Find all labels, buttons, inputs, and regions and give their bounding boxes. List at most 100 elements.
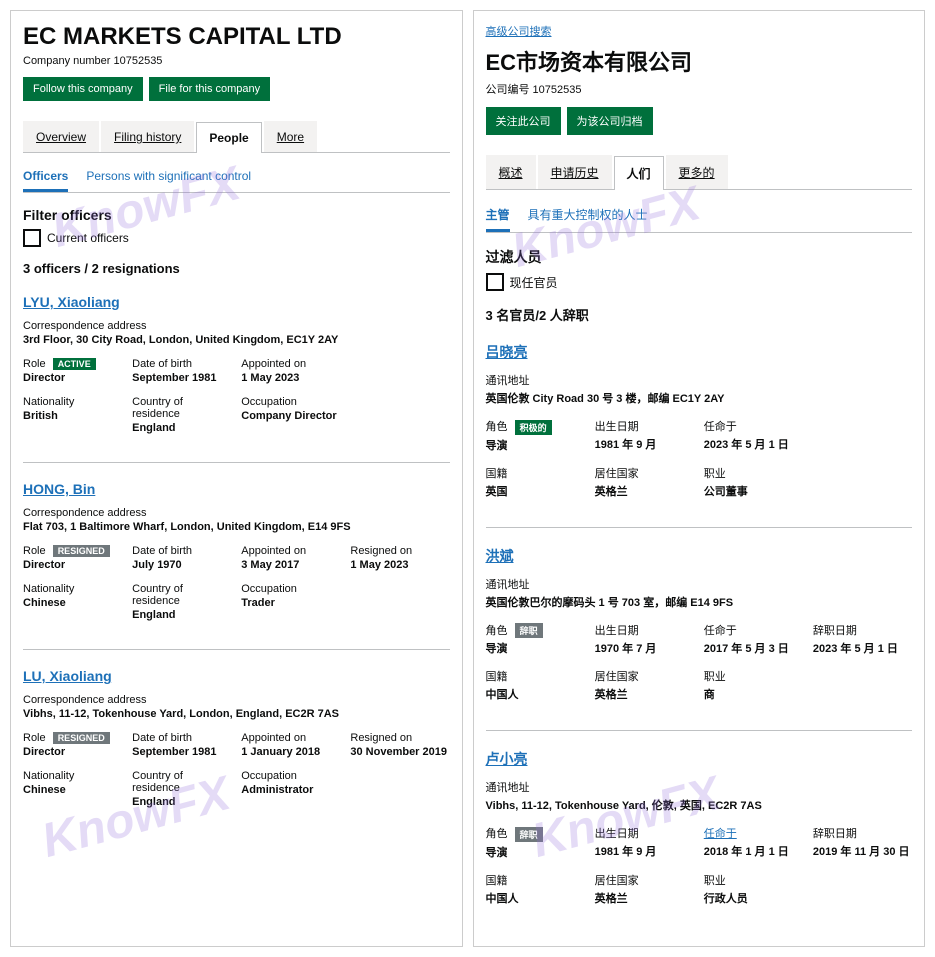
residence-value: 英格兰 xyxy=(595,483,694,499)
occupation-label: Occupation xyxy=(241,396,340,408)
resigned-label: 辞职日期 xyxy=(813,622,912,638)
nationality-label: Nationality xyxy=(23,583,122,595)
correspondence-label: 通讯地址 xyxy=(486,779,913,795)
filter-heading: Filter officers xyxy=(23,207,450,223)
officers-list-right: 吕晓亮 通讯地址 英国伦敦 City Road 30 号 3 楼，邮编 EC1Y… xyxy=(486,342,913,906)
role-value: Director xyxy=(23,372,122,384)
follow-button[interactable]: Follow this company xyxy=(23,77,143,101)
main-tabs: Overview Filing history People More xyxy=(23,121,450,153)
occupation-label: 职业 xyxy=(704,872,803,888)
subtab-psc[interactable]: Persons with significant control xyxy=(86,163,251,192)
details-row-1: 角色 辞职 导演 出生日期 1981 年 9 月 任命于 2018 年 1 月 … xyxy=(486,825,913,860)
tab-more[interactable]: 更多的 xyxy=(666,155,728,189)
officer-block: HONG, Bin Correspondence address Flat 70… xyxy=(23,481,450,621)
role-label: Role ACTIVE xyxy=(23,358,122,370)
role-value: Director xyxy=(23,559,122,571)
subtab-officers[interactable]: 主管 xyxy=(486,200,510,232)
company-title: EC市场资本有限公司 xyxy=(486,45,913,77)
status-badge: RESIGNED xyxy=(53,545,110,557)
appointed-label[interactable]: 任命于 xyxy=(704,825,803,841)
dob-value: September 1981 xyxy=(132,372,231,384)
resigned-label: Resigned on xyxy=(350,545,449,557)
main-container: EC MARKETS CAPITAL LTD Company number 10… xyxy=(0,0,935,957)
file-button[interactable]: 为该公司归档 xyxy=(567,107,653,135)
correspondence-address: Flat 703, 1 Baltimore Wharf, London, Uni… xyxy=(23,521,450,533)
current-officers-checkbox[interactable] xyxy=(486,273,504,291)
file-button[interactable]: File for this company xyxy=(149,77,270,101)
appointed-value: 2023 年 5 月 1 日 xyxy=(704,436,803,452)
dob-label: 出生日期 xyxy=(595,418,694,434)
officer-block: 吕晓亮 通讯地址 英国伦敦 City Road 30 号 3 楼，邮编 EC1Y… xyxy=(486,342,913,499)
current-officers-label: 现任官员 xyxy=(510,274,558,291)
officer-name-link[interactable]: HONG, Bin xyxy=(23,481,95,497)
correspondence-address: Vibhs, 11-12, Tokenhouse Yard, London, E… xyxy=(23,708,450,720)
officers-summary: 3 officers / 2 resignations xyxy=(23,261,450,276)
tab-people[interactable]: People xyxy=(196,122,261,153)
panel-chinese: 高级公司搜索 EC市场资本有限公司 公司编号 10752535 关注此公司 为该… xyxy=(473,10,926,947)
filter-heading: 过滤人员 xyxy=(486,247,913,267)
tab-overview[interactable]: 概述 xyxy=(486,155,536,189)
role-value: Director xyxy=(23,746,122,758)
officer-name-link[interactable]: 卢小亮 xyxy=(486,749,528,769)
details-row-1: 角色 辞职 导演 出生日期 1970 年 7 月 任命于 2017 年 5 月 … xyxy=(486,622,913,657)
dob-value: July 1970 xyxy=(132,559,231,571)
current-officers-checkbox[interactable] xyxy=(23,229,41,247)
role-value: 导演 xyxy=(486,640,585,656)
details-row-2: 国籍 中国人 居住国家 英格兰 职业 商 xyxy=(486,668,913,702)
occupation-value: 行政人员 xyxy=(704,890,803,906)
details-row-2: 国籍 英国 居住国家 英格兰 职业 公司董事 xyxy=(486,465,913,499)
role-value: 导演 xyxy=(486,844,585,860)
residence-value: England xyxy=(132,609,231,621)
dob-value: 1970 年 7 月 xyxy=(595,640,694,656)
residence-label: 居住国家 xyxy=(595,668,694,684)
tab-overview[interactable]: Overview xyxy=(23,121,99,152)
dob-label: Date of birth xyxy=(132,358,231,370)
residence-label: Country of residence xyxy=(132,770,231,794)
role-label: Role RESIGNED xyxy=(23,732,122,744)
dob-label: Date of birth xyxy=(132,545,231,557)
advanced-search-link[interactable]: 高级公司搜索 xyxy=(486,23,552,39)
nationality-value: 中国人 xyxy=(486,890,585,906)
resigned-value: 2019 年 11 月 30 日 xyxy=(813,843,912,859)
dob-label: 出生日期 xyxy=(595,825,694,841)
subtab-psc[interactable]: 具有重大控制权的人士 xyxy=(528,200,648,232)
residence-value: England xyxy=(132,422,231,434)
appointed-value: 2018 年 1 月 1 日 xyxy=(704,843,803,859)
correspondence-label: Correspondence address xyxy=(23,694,450,706)
residence-label: Country of residence xyxy=(132,583,231,607)
officer-name-link[interactable]: 洪斌 xyxy=(486,546,514,566)
role-label: 角色 辞职 xyxy=(486,622,585,639)
details-row-1: Role ACTIVE Director Date of birth Septe… xyxy=(23,358,450,384)
appointed-label: Appointed on xyxy=(241,545,340,557)
nationality-label: 国籍 xyxy=(486,872,585,888)
tab-filing[interactable]: Filing history xyxy=(101,121,194,152)
details-row-1: 角色 积极的 导演 出生日期 1981 年 9 月 任命于 2023 年 5 月… xyxy=(486,418,913,453)
occupation-value: 商 xyxy=(704,686,803,702)
details-row-1: Role RESIGNED Director Date of birth Jul… xyxy=(23,545,450,571)
tab-people[interactable]: 人们 xyxy=(614,156,664,190)
occupation-label: 职业 xyxy=(704,668,803,684)
subtab-officers[interactable]: Officers xyxy=(23,163,68,192)
filter-row: Current officers xyxy=(23,229,450,247)
action-buttons: Follow this company File for this compan… xyxy=(23,77,450,101)
appointed-value: 1 January 2018 xyxy=(241,746,340,758)
residence-label: 居住国家 xyxy=(595,872,694,888)
officer-name-link[interactable]: LYU, Xiaoliang xyxy=(23,294,120,310)
officer-block: LYU, Xiaoliang Correspondence address 3r… xyxy=(23,294,450,434)
details-row-2: Nationality Chinese Country of residence… xyxy=(23,770,450,808)
details-row-2: 国籍 中国人 居住国家 英格兰 职业 行政人员 xyxy=(486,872,913,906)
correspondence-address: 英国伦敦 City Road 30 号 3 楼，邮编 EC1Y 2AY xyxy=(486,390,913,406)
officer-name-link[interactable]: LU, Xiaoliang xyxy=(23,668,112,684)
residence-value: England xyxy=(132,796,231,808)
nationality-label: Nationality xyxy=(23,770,122,782)
tab-filing[interactable]: 申请历史 xyxy=(538,155,612,189)
role-label: 角色 积极的 xyxy=(486,418,585,435)
tab-more[interactable]: More xyxy=(264,121,317,152)
officer-block: 卢小亮 通讯地址 Vibhs, 11-12, Tokenhouse Yard, … xyxy=(486,749,913,906)
occupation-label: Occupation xyxy=(241,770,340,782)
officer-name-link[interactable]: 吕晓亮 xyxy=(486,342,528,362)
dob-label: Date of birth xyxy=(132,732,231,744)
occupation-value: Administrator xyxy=(241,784,340,796)
resigned-value: 1 May 2023 xyxy=(350,559,449,571)
follow-button[interactable]: 关注此公司 xyxy=(486,107,561,135)
